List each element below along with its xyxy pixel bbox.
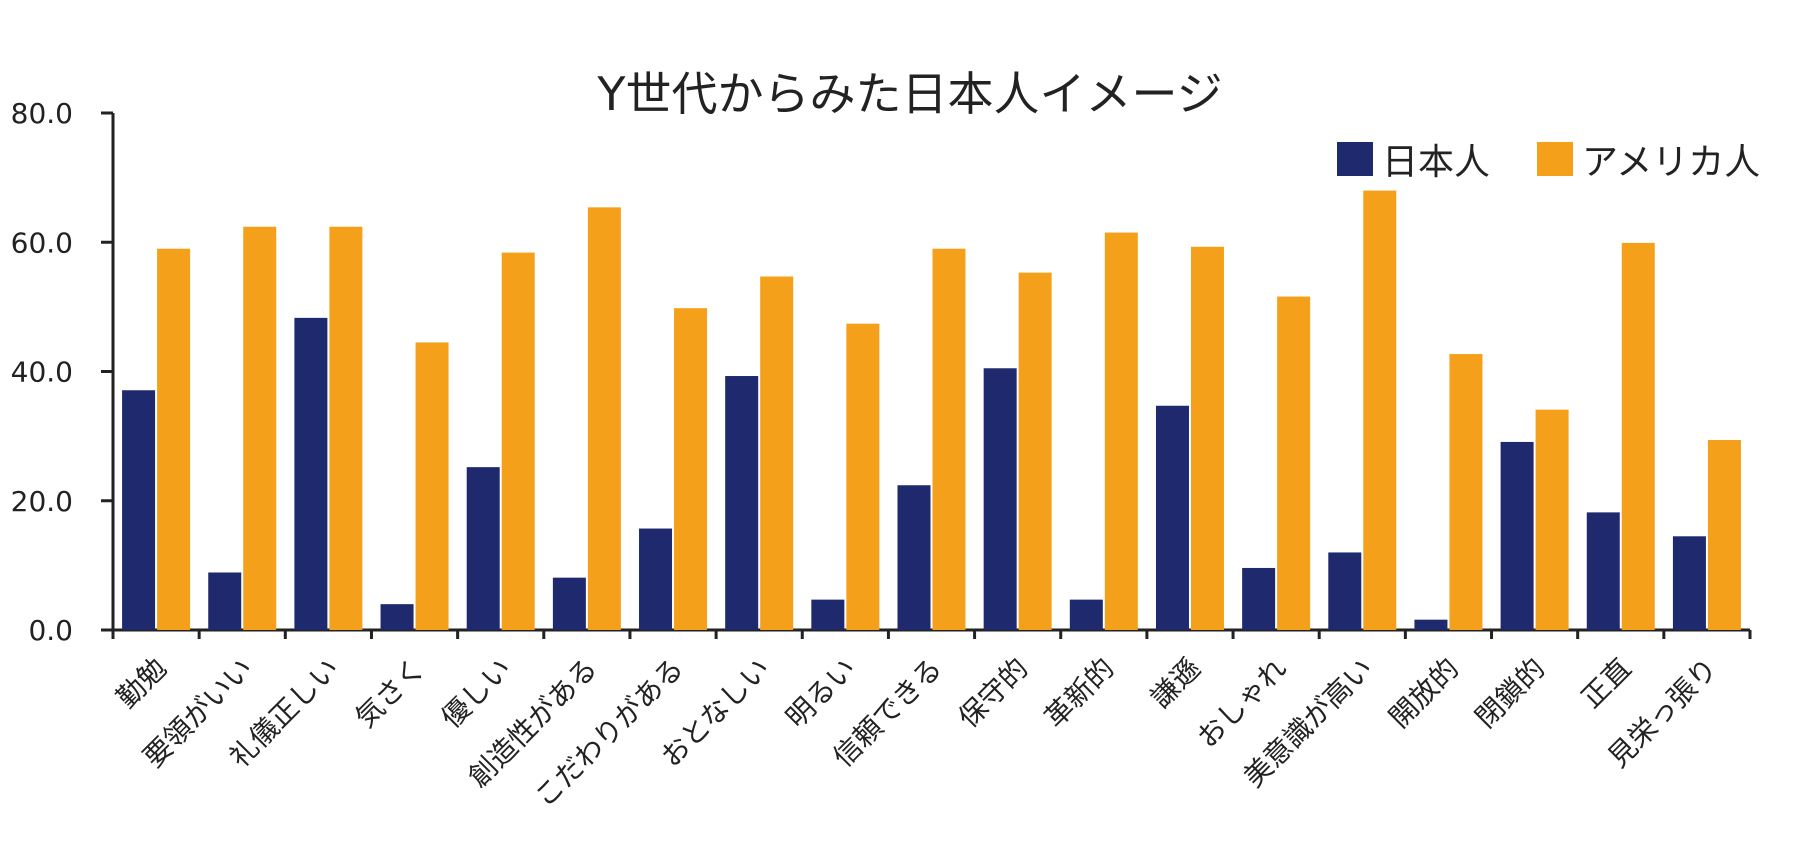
chart-title: Y世代からみた日本人イメージ: [596, 67, 1222, 121]
y-tick-label: 0.0: [28, 614, 73, 647]
bar-japanese: [466, 467, 500, 630]
x-tick-label: 保守的: [952, 652, 1035, 735]
bar-american: [329, 226, 363, 631]
x-tick-label: 閉鎖的: [1469, 652, 1552, 735]
bar-japanese: [897, 485, 931, 630]
y-tick-label: 40.0: [11, 356, 73, 389]
bar-japanese: [1586, 512, 1620, 630]
y-tick-label: 60.0: [11, 226, 73, 259]
bar-american: [587, 207, 621, 631]
bars: [122, 190, 1741, 631]
bar-japanese: [122, 390, 156, 630]
bar-american: [1190, 246, 1224, 630]
bar-american: [1449, 354, 1483, 630]
bar-american: [1104, 232, 1138, 630]
x-tick-label: 謙遜: [1144, 652, 1207, 715]
x-tick-label: こだわりがある: [528, 652, 690, 814]
bar-japanese: [1242, 567, 1276, 630]
bar-japanese: [1672, 536, 1706, 630]
bar-japanese: [294, 317, 328, 630]
x-tick-label: 開放的: [1383, 652, 1466, 735]
bar-japanese: [1155, 405, 1189, 630]
y-tick-label: 20.0: [11, 485, 73, 518]
bar-american: [674, 308, 708, 630]
x-tick-label: 気さく: [349, 652, 432, 735]
bar-japanese: [1328, 552, 1362, 630]
bar-american: [1277, 296, 1311, 630]
x-tick-label: 明るい: [780, 652, 863, 735]
bar-japanese: [639, 528, 673, 630]
bar-american: [1621, 242, 1655, 631]
legend-label-japanese: 日本人: [1382, 142, 1490, 183]
bar-american: [415, 342, 449, 630]
y-tick-label: 80.0: [11, 97, 73, 130]
x-axis: [111, 628, 1752, 639]
bar-japanese: [1414, 619, 1448, 630]
x-tick-label: 勤勉: [110, 652, 173, 715]
bar-american: [846, 323, 880, 630]
bar-american: [760, 276, 794, 630]
x-tick-label: 優しい: [435, 652, 518, 735]
legend: 日本人 アメリカ人: [1337, 142, 1760, 183]
bar-american: [157, 248, 191, 630]
bar-american: [1707, 440, 1741, 630]
y-axis: 0.0 20.0 40.0 60.0 80.0: [11, 97, 115, 647]
bar-japanese: [1069, 599, 1103, 630]
bar-japanese: [725, 376, 759, 630]
bar-american: [1535, 409, 1569, 630]
bar-american: [1363, 190, 1397, 631]
bar-japanese: [552, 577, 586, 630]
x-tick-label: 革新的: [1038, 652, 1121, 735]
bar-american: [243, 226, 277, 631]
bar-japanese: [208, 572, 242, 630]
bar-japanese: [983, 368, 1017, 630]
bar-american: [932, 248, 966, 630]
legend-swatch-japanese: [1337, 142, 1373, 176]
legend-swatch-american: [1537, 142, 1573, 176]
bar-japanese: [811, 599, 845, 630]
x-tick-label: 正直: [1575, 652, 1638, 715]
bar-japanese: [380, 604, 414, 630]
bar-japanese: [1500, 441, 1534, 630]
bar-american: [1018, 272, 1052, 630]
legend-label-american: アメリカ人: [1582, 142, 1760, 183]
bar-american: [501, 252, 535, 630]
